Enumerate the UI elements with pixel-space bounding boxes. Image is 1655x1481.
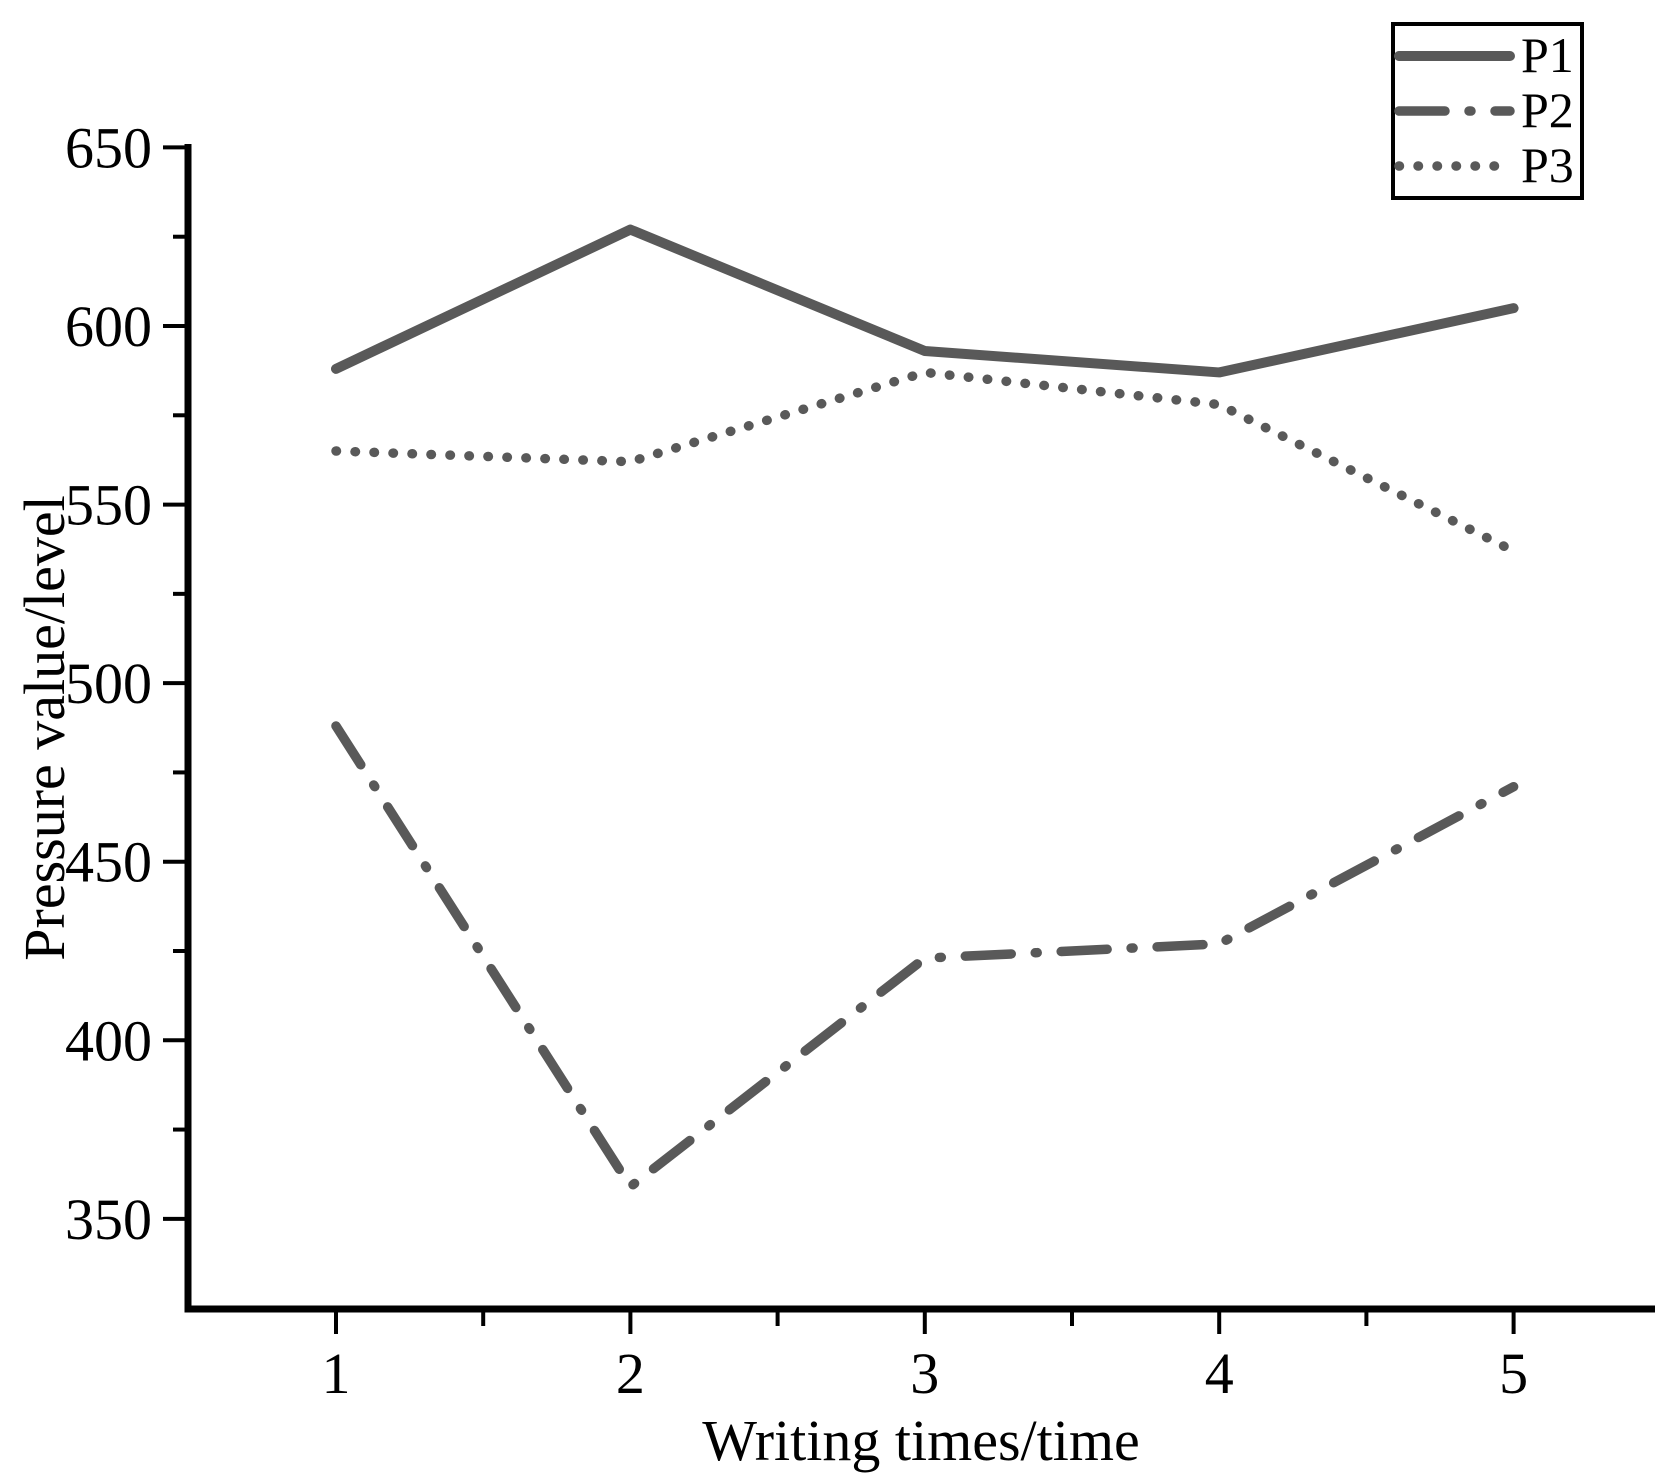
y-tick-label: 500 [65, 651, 152, 716]
legend-label-p3: P3 [1521, 137, 1574, 193]
x-tick-label: 4 [1205, 1341, 1234, 1406]
legend-box [1391, 22, 1584, 200]
y-tick-label: 350 [65, 1187, 152, 1252]
legend-label-p1: P1 [1521, 27, 1574, 83]
series-P3-line [331, 367, 1519, 556]
y-tick-label: 600 [65, 294, 152, 359]
axis-ticks [163, 145, 1516, 1334]
x-tick-label: 3 [910, 1341, 939, 1406]
y-axis-title: Pressure value/level [12, 495, 77, 960]
legend: P1 P2 P3 [1391, 22, 1584, 200]
x-tick-label: 2 [616, 1341, 645, 1406]
y-tick-label: 550 [65, 473, 152, 538]
y-tick-label: 450 [65, 830, 152, 895]
x-axis-title: Writing times/time [702, 1408, 1139, 1473]
x-tick-label: 5 [1499, 1341, 1528, 1406]
axis-tick-labels: 350 400 450 500 550 600 650 1 2 3 4 5 [65, 115, 1528, 1406]
series-P1-line [331, 224, 1519, 378]
series-P2-line [331, 721, 1519, 1192]
y-tick-label: 650 [65, 115, 152, 180]
y-tick-label: 400 [65, 1008, 152, 1073]
x-tick-label: 1 [322, 1341, 351, 1406]
series-lines [331, 224, 1519, 1192]
legend-label-p2: P2 [1521, 82, 1574, 138]
